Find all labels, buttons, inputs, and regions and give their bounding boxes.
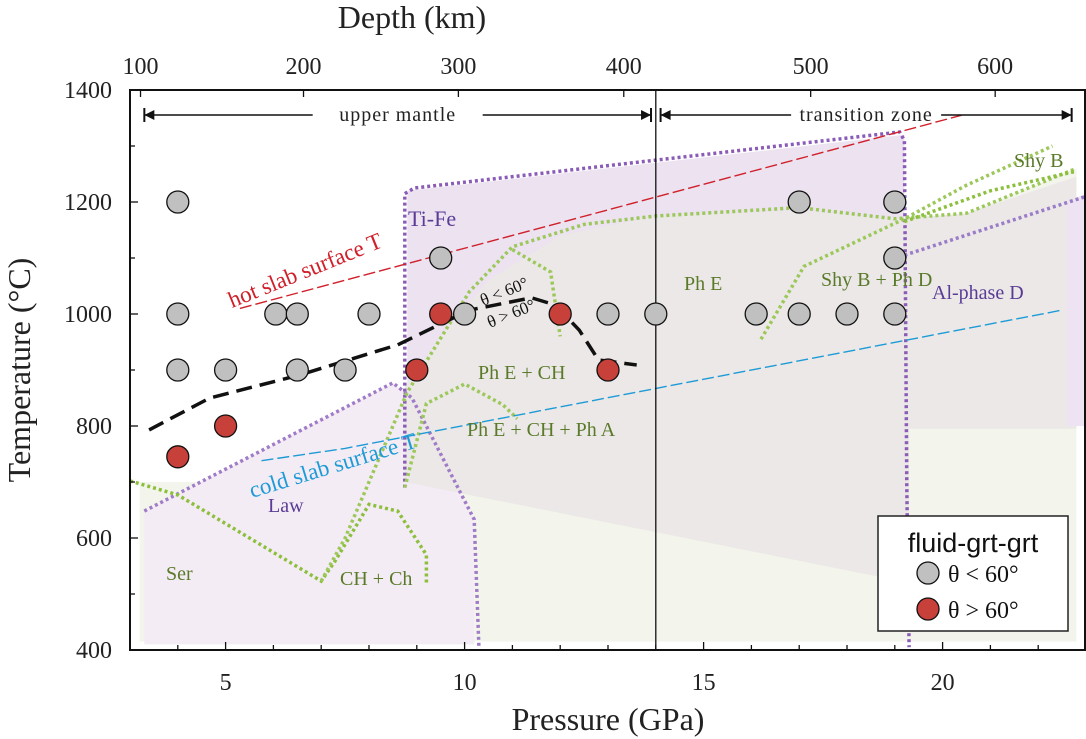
- legend-label-lt60: θ < 60°: [948, 562, 1019, 588]
- phase-boundary-8: [903, 169, 1077, 224]
- data-point-lt60: [166, 302, 190, 326]
- arrowhead-icon: [641, 110, 652, 120]
- region-ph-e-field: [404, 176, 1077, 583]
- region-law-field: [144, 382, 475, 645]
- phase-boundary-3: [129, 479, 429, 584]
- x-tick-label: 10: [453, 670, 477, 696]
- data-point-lt60: [213, 358, 238, 382]
- data-point-lt60: [787, 190, 811, 214]
- x-axis-title: Pressure (GPa): [512, 701, 705, 737]
- data-point-gt60: [166, 445, 190, 469]
- hot-slab-line: [239, 114, 962, 310]
- top-axis-title: Depth (km): [338, 0, 486, 35]
- data-point-lt60: [452, 302, 477, 326]
- y-tick-label: 400: [76, 638, 112, 664]
- legend: fluid-grt-grt θ < 60° θ > 60°: [877, 515, 1069, 632]
- transition-zone-label: transition zone: [799, 104, 932, 126]
- data-point-lt60: [357, 302, 381, 326]
- data-point-lt60: [644, 302, 668, 326]
- legend-marker-lt60: [916, 561, 940, 585]
- legend-title: fluid-grt-grt: [908, 528, 1039, 558]
- top-tick-label: 500: [793, 54, 829, 80]
- data-point-lt60: [264, 302, 288, 326]
- legend-label-gt60: θ > 60°: [948, 598, 1019, 624]
- arrowhead-icon: [660, 110, 671, 120]
- region-al-phase-d-field: [1066, 193, 1086, 426]
- phase-boundary-6: [511, 248, 562, 337]
- data-point-lt60: [333, 358, 357, 382]
- data-point-lt60: [787, 302, 811, 326]
- legend-box: [877, 515, 1069, 632]
- data-point-lt60: [883, 246, 907, 270]
- data-point-lt60: [166, 358, 190, 382]
- x-tick-label: 20: [931, 670, 955, 696]
- top-tick-label: 400: [606, 54, 642, 80]
- x-tick-label: 5: [220, 670, 232, 696]
- data-point-lt60: [744, 302, 768, 326]
- phase-regions: [139, 134, 1086, 645]
- data-points: [166, 190, 907, 469]
- phase-boundary-4: [319, 166, 1078, 582]
- annotation-shyb-phd: Shy B + Ph D: [821, 269, 932, 291]
- data-point-lt60: [883, 190, 907, 214]
- slab-lines: [148, 114, 1063, 462]
- top-tick-label: 600: [977, 54, 1013, 80]
- y-tick-label: 1400: [64, 78, 112, 104]
- top-tick-label: 300: [440, 54, 476, 80]
- data-point-gt60: [213, 414, 238, 438]
- annotation-law: Law: [268, 495, 304, 517]
- data-point-lt60: [596, 302, 620, 326]
- y-tick-label: 800: [76, 414, 112, 440]
- data-point-lt60: [883, 302, 907, 326]
- arrowhead-icon: [144, 110, 155, 120]
- top-tick-label: 200: [286, 54, 322, 80]
- depth-zones: upper mantle transition zone: [143, 104, 1073, 126]
- y-tick-label: 1000: [64, 302, 112, 328]
- theta-60-boundary-line: [148, 296, 637, 432]
- annotation-ser: Ser: [166, 563, 193, 585]
- data-point-gt60: [548, 302, 572, 326]
- annotation-hot: hot slab surface T: [225, 228, 386, 313]
- data-point-lt60: [429, 246, 453, 270]
- annotation-phe-ch: Ph E + CH: [478, 362, 565, 384]
- cold-slab-line: [261, 309, 1063, 462]
- y-tick-label: 600: [76, 526, 112, 552]
- data-point-lt60: [166, 190, 190, 214]
- axis-ticks: 5 10 15 20 400 600 800 1000 1200 1400 100 200 300 400…: [64, 54, 1039, 696]
- data-point-gt60: [405, 358, 429, 382]
- data-point-lt60: [285, 358, 309, 382]
- data-point-lt60: [285, 302, 309, 326]
- annotation-shyb: Shy B: [1014, 150, 1063, 172]
- annotation-phe: Ph E: [684, 273, 722, 295]
- annotation-phe-ch-pha: Ph E + CH + Ph A: [467, 419, 616, 441]
- phase-boundary-7: [759, 144, 1054, 341]
- data-point-lt60: [835, 302, 859, 326]
- data-point-gt60: [596, 358, 620, 382]
- upper-mantle-label: upper mantle: [339, 104, 456, 126]
- legend-marker-gt60: [916, 597, 940, 621]
- annotation-ti-fe: Ti-Fe: [408, 206, 456, 231]
- x-tick-label: 15: [692, 670, 716, 696]
- y-axis-title: Temperature (°C): [1, 258, 37, 483]
- annotation-ch-ch: CH + Ch: [340, 568, 412, 590]
- arrowhead-icon: [1061, 110, 1072, 120]
- data-point-gt60: [429, 302, 453, 326]
- top-tick-label: 100: [123, 54, 159, 80]
- annotation-alphd: Al-phase D: [932, 282, 1024, 304]
- y-tick-label: 1200: [64, 190, 112, 216]
- phase-boundary-1: [143, 380, 481, 648]
